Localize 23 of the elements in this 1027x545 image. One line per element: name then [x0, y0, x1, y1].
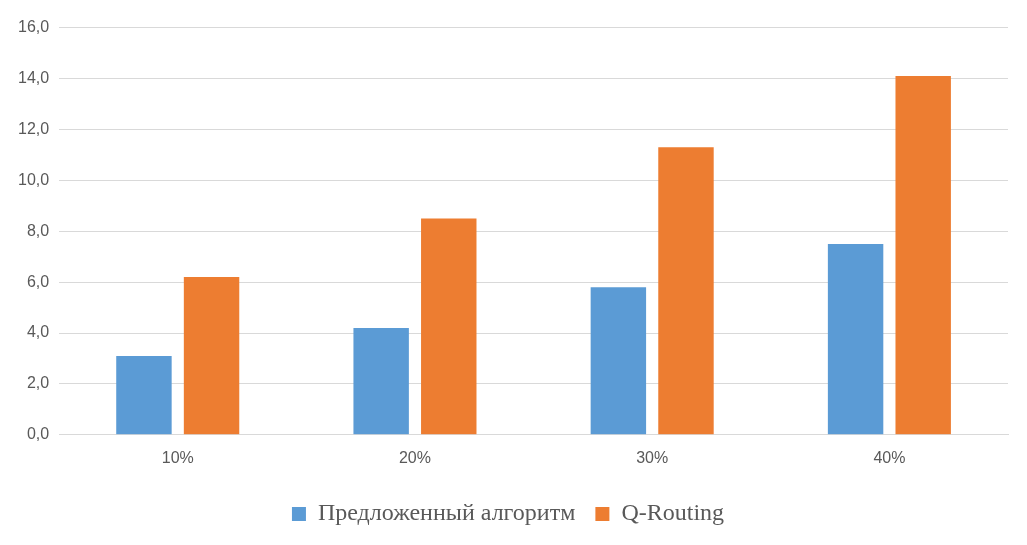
- y-tick-label: 0,0: [26, 425, 50, 443]
- y-tick-label: 8,0: [26, 221, 50, 239]
- bar: [590, 287, 647, 435]
- bar: [353, 327, 409, 435]
- y-tick-label: 16,0: [18, 18, 50, 36]
- y-tick-label: 14,0: [18, 68, 50, 86]
- bar: [421, 218, 477, 435]
- y-tick-label: 2,0: [26, 374, 50, 392]
- y-tick-label: 10,0: [18, 170, 50, 188]
- bar: [658, 147, 714, 435]
- x-tick-label: 30%: [636, 448, 669, 466]
- bar: [827, 243, 884, 435]
- y-tick-label: 12,0: [18, 119, 50, 137]
- bar: [183, 277, 240, 435]
- y-tick-label: 6,0: [26, 272, 50, 290]
- x-tick-label: 40%: [873, 448, 906, 466]
- y-tick-label: 4,0: [26, 323, 50, 341]
- bar: [116, 355, 172, 435]
- legend-label: Q-Routing: [621, 499, 725, 526]
- x-tick-label: 20%: [398, 448, 431, 466]
- bar: [895, 75, 951, 435]
- legend-label: Предложенный алгоритм: [317, 499, 576, 526]
- x-tick-label: 10%: [161, 448, 194, 466]
